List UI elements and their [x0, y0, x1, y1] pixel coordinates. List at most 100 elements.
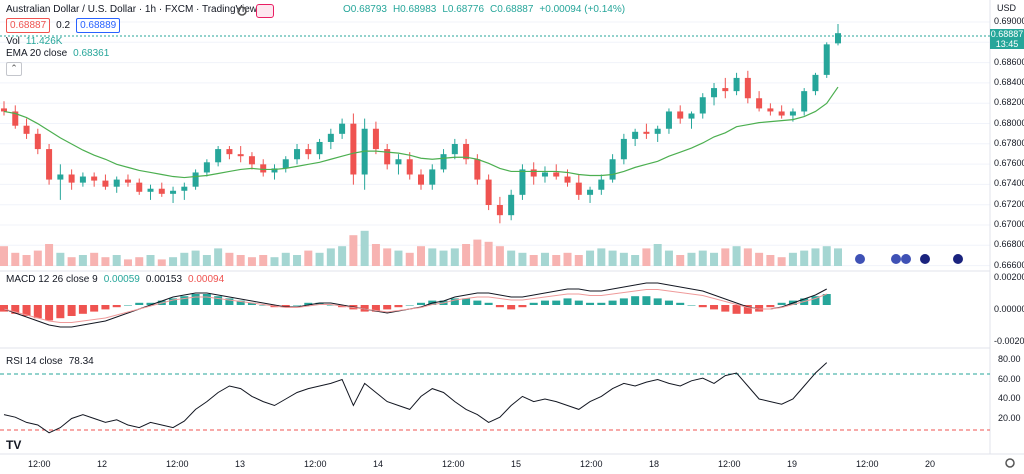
- volume-legend: Vol 11.426K: [6, 36, 62, 47]
- flag-us-icon[interactable]: [891, 254, 901, 264]
- current-price-tag: 0.68887 13:45: [990, 29, 1024, 49]
- candle-body: [609, 159, 616, 180]
- macd-bar: [631, 296, 640, 305]
- price-tick-label: 0.67600: [994, 158, 1024, 169]
- candle-body: [124, 179, 131, 183]
- volume-bar: [157, 259, 166, 266]
- volume-bar: [270, 257, 279, 266]
- ask-price-button[interactable]: 0.68889: [76, 18, 121, 33]
- candle-body: [654, 128, 661, 134]
- macd-bar: [383, 305, 392, 310]
- macd-bar: [608, 300, 617, 305]
- volume-bar: [608, 250, 617, 266]
- candle-body: [519, 169, 526, 195]
- macd-bar: [169, 298, 178, 305]
- volume-bar: [788, 252, 797, 266]
- macd-bar: [676, 302, 685, 305]
- macd-bar: [462, 298, 471, 305]
- volume-bar: [360, 230, 369, 266]
- collapse-legend-button[interactable]: ⌃: [6, 62, 22, 76]
- price-tick-label: 0.67800: [994, 137, 1024, 148]
- candle-body: [170, 190, 177, 194]
- candle-body: [271, 168, 278, 173]
- candle-body: [350, 123, 357, 175]
- macd-bar: [642, 296, 651, 305]
- volume-bar: [22, 255, 31, 266]
- time-tick-label: 12:00: [28, 459, 51, 469]
- price-tick-label: 0.68200: [994, 97, 1024, 108]
- currency-label[interactable]: USD: [996, 3, 1016, 13]
- macd-bar: [293, 305, 302, 306]
- macd-bar: [766, 305, 775, 308]
- low-value: L0.68776: [442, 4, 485, 15]
- volume-bar: [574, 255, 583, 266]
- volume-bar: [90, 252, 99, 266]
- candle-body: [23, 125, 30, 134]
- volume-bar: [112, 255, 121, 266]
- flag-au-icon[interactable]: [953, 254, 963, 264]
- flag-us-icon[interactable]: [901, 254, 911, 264]
- candle-body: [113, 179, 120, 187]
- macd-bar: [214, 296, 223, 305]
- macd-bar: [371, 305, 380, 312]
- candle-body: [598, 179, 605, 190]
- macd-bar: [552, 300, 561, 305]
- price-tick-label: 0.68000: [994, 117, 1024, 128]
- price-tick-label: 0.68600: [994, 56, 1024, 67]
- candle-body: [384, 149, 391, 165]
- volume-bar: [169, 257, 178, 266]
- volume-bar: [225, 252, 234, 266]
- macd-bar: [45, 305, 54, 321]
- current-price-value: 0.68887: [990, 29, 1024, 39]
- candle-body: [564, 176, 571, 183]
- volume-bar: [800, 250, 809, 266]
- time-tick-label: 18: [649, 459, 660, 469]
- macd-bar: [112, 305, 121, 308]
- volume-bar: [293, 255, 302, 266]
- macd-bar: [135, 302, 144, 305]
- time-tick-label: 12:00: [856, 459, 879, 469]
- macd-bar: [710, 305, 719, 310]
- flag-au-icon[interactable]: [920, 254, 930, 264]
- candle-body: [711, 88, 718, 98]
- candle-body: [643, 131, 650, 134]
- event-flags: [855, 254, 963, 264]
- time-tick-label: 13: [235, 459, 246, 469]
- volume-bar: [540, 252, 549, 266]
- volume-bar: [834, 248, 842, 266]
- macd-bar: [653, 298, 662, 305]
- candle-body: [192, 172, 199, 187]
- tradingview-logo-icon[interactable]: TV: [6, 438, 22, 452]
- candle-body: [530, 169, 537, 177]
- bid-price-button[interactable]: 0.68887: [6, 18, 51, 33]
- price-tick-label: 0.69000: [994, 16, 1024, 26]
- macd-bar: [360, 305, 369, 312]
- macd-bar: [687, 305, 696, 306]
- candle-body: [801, 91, 808, 112]
- spread-value: 0.2: [56, 20, 71, 31]
- candle-body: [102, 180, 109, 187]
- price-tick-label: 0.67400: [994, 178, 1024, 189]
- macd-bar: [574, 300, 583, 305]
- volume-bar: [101, 257, 110, 266]
- settings-icon[interactable]: [1004, 456, 1016, 468]
- volume-bar: [123, 259, 132, 266]
- candle-body: [496, 205, 503, 216]
- macd-tick-label: -0.00200: [994, 336, 1024, 346]
- alert-icon[interactable]: [256, 4, 274, 18]
- volume-bar: [394, 250, 403, 266]
- macd-bar: [529, 302, 538, 305]
- ema-value: 0.68361: [73, 48, 110, 59]
- volume-bar: [495, 246, 504, 266]
- flag-us-icon[interactable]: [855, 254, 865, 264]
- volume-bar: [710, 252, 719, 266]
- gear-icon[interactable]: [236, 4, 248, 16]
- macd-bar: [202, 294, 211, 305]
- price-tick-label: 0.66600: [994, 259, 1024, 270]
- candle-body: [620, 138, 627, 160]
- macd-value-3: 0.00094: [188, 274, 225, 285]
- macd-bar: [146, 302, 155, 305]
- macd-bar: [664, 300, 673, 305]
- volume-bar: [462, 244, 471, 266]
